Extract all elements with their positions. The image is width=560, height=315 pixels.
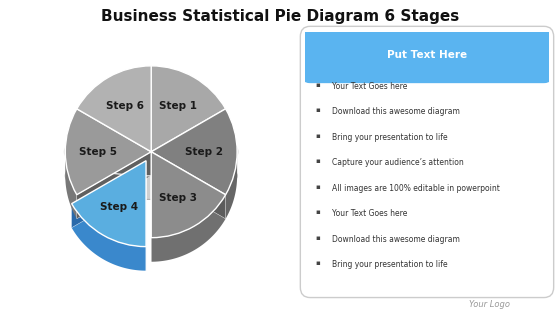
- Text: Your Text Goes here: Your Text Goes here: [332, 82, 407, 91]
- Text: Step 1: Step 1: [159, 101, 197, 111]
- Ellipse shape: [66, 152, 237, 199]
- Text: ▪: ▪: [315, 261, 320, 266]
- Text: Step 5: Step 5: [79, 147, 117, 157]
- Polygon shape: [151, 152, 226, 219]
- Wedge shape: [151, 66, 226, 152]
- Text: Download this awesome diagram: Download this awesome diagram: [332, 107, 460, 116]
- Text: ▪: ▪: [315, 209, 320, 215]
- Text: All images are 100% editable in powerpoint: All images are 100% editable in powerpoi…: [332, 184, 500, 193]
- Polygon shape: [72, 161, 146, 228]
- Text: Download this awesome diagram: Download this awesome diagram: [332, 235, 460, 244]
- Polygon shape: [151, 152, 226, 219]
- Wedge shape: [66, 109, 151, 195]
- FancyBboxPatch shape: [300, 26, 554, 83]
- Polygon shape: [66, 151, 77, 219]
- Text: Bring your presentation to life: Bring your presentation to life: [332, 261, 447, 269]
- Text: ▪: ▪: [315, 235, 320, 241]
- Text: Step 3: Step 3: [159, 193, 197, 203]
- Wedge shape: [77, 66, 151, 152]
- Polygon shape: [151, 195, 226, 262]
- Text: ▪: ▪: [315, 107, 320, 113]
- Text: Your Logo: Your Logo: [469, 300, 510, 309]
- Text: Step 2: Step 2: [185, 147, 223, 157]
- Text: Bring your presentation to life: Bring your presentation to life: [332, 133, 447, 142]
- Polygon shape: [226, 151, 237, 219]
- Text: Step 6: Step 6: [106, 101, 143, 111]
- Text: Put Text Here: Put Text Here: [387, 50, 467, 60]
- FancyBboxPatch shape: [300, 26, 554, 298]
- Text: ▪: ▪: [315, 158, 320, 164]
- Polygon shape: [77, 152, 151, 219]
- Text: Capture your audience’s attention: Capture your audience’s attention: [332, 158, 464, 167]
- Wedge shape: [151, 109, 237, 195]
- Text: Step 4: Step 4: [100, 202, 138, 212]
- Text: Business Statistical Pie Diagram 6 Stages: Business Statistical Pie Diagram 6 Stage…: [101, 9, 459, 25]
- Text: ▪: ▪: [315, 82, 320, 88]
- Text: Your Text Goes here: Your Text Goes here: [332, 209, 407, 218]
- Polygon shape: [72, 204, 146, 271]
- Text: ▪: ▪: [315, 184, 320, 190]
- Wedge shape: [151, 152, 226, 238]
- Text: ▪: ▪: [315, 133, 320, 139]
- Wedge shape: [72, 161, 146, 247]
